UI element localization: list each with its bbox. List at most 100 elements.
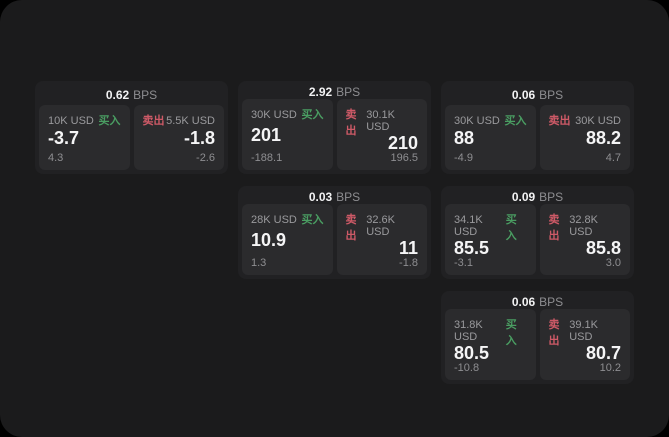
buy-price-value: 88 bbox=[454, 128, 475, 148]
sell-panel-top-row: 卖出 32.6K USD bbox=[346, 211, 419, 243]
sell-quote-panel[interactable]: 卖出 30.1K USD 210 196.5 bbox=[336, 99, 427, 170]
buy-panel-top-row: 34.1K USD 买入 bbox=[454, 211, 527, 243]
sell-amount-label: 32.8K USD bbox=[569, 214, 598, 238]
quote-card: 0.03 BPS 28K USD 买入 10.9 1.3 卖出 32.6K US… bbox=[238, 186, 431, 279]
spread-unit-label: BPS bbox=[539, 295, 564, 309]
quote-card-body: 31.8K USD 买入 80.5 -10.8 卖出 39.1K USD 80.… bbox=[445, 309, 630, 380]
buy-tag: 买入 bbox=[98, 115, 121, 127]
sell-tag: 卖出 bbox=[345, 109, 357, 137]
quote-card: 0.06 BPS 30K USD 买入 88 -4.9 卖出 30K USD 8… bbox=[441, 81, 634, 174]
sell-quote-panel[interactable]: 卖出 32.8K USD 85.8 3.0 bbox=[539, 204, 630, 275]
buy-change-value: -3.1 bbox=[454, 257, 473, 269]
buy-price-value: 201 bbox=[251, 125, 282, 145]
sell-price-value: 210 bbox=[387, 133, 418, 153]
sell-price-value: 80.7 bbox=[585, 343, 621, 363]
spread-unit-label: BPS bbox=[539, 88, 564, 102]
spread-unit-label: BPS bbox=[336, 190, 361, 204]
buy-quote-panel[interactable]: 10K USD 买入 -3.7 4.3 bbox=[39, 105, 130, 170]
buy-tag: 买入 bbox=[505, 319, 517, 347]
sell-amount-label: 39.1K USD bbox=[569, 319, 598, 343]
buy-change-value: -4.9 bbox=[454, 152, 473, 164]
sell-amount-label: 30K USD bbox=[575, 115, 621, 127]
spread-header: 0.62 BPS bbox=[39, 85, 224, 105]
spread-header: 0.03 BPS bbox=[242, 190, 427, 204]
quote-card: 0.09 BPS 34.1K USD 买入 85.5 -3.1 卖出 32.8K… bbox=[441, 186, 634, 279]
sell-panel-top-row: 卖出 30K USD bbox=[549, 112, 622, 128]
buy-price-value: 80.5 bbox=[454, 343, 490, 363]
sell-tag: 卖出 bbox=[548, 319, 560, 347]
sell-tag: 卖出 bbox=[548, 115, 571, 127]
quote-cards-grid: 0.62 BPS 10K USD 买入 -3.7 4.3 卖出 5.5K USD… bbox=[35, 81, 634, 384]
buy-panel-top-row: 31.8K USD 买入 bbox=[454, 316, 527, 348]
sell-amount-label: 5.5K USD bbox=[166, 115, 215, 127]
sell-change-value: -2.6 bbox=[196, 152, 215, 164]
spread-value: 0.62 bbox=[105, 88, 130, 102]
sell-panel-top-row: 卖出 39.1K USD bbox=[549, 316, 622, 348]
buy-change-value: -188.1 bbox=[251, 152, 283, 164]
spread-header: 0.06 BPS bbox=[445, 295, 630, 309]
spread-header: 2.92 BPS bbox=[242, 85, 427, 99]
sell-panel-top-row: 卖出 32.8K USD bbox=[549, 211, 622, 243]
quote-card: 0.62 BPS 10K USD 买入 -3.7 4.3 卖出 5.5K USD… bbox=[35, 81, 228, 174]
sell-price-value: -1.8 bbox=[183, 128, 215, 148]
spread-unit-label: BPS bbox=[133, 88, 158, 102]
quote-card-body: 28K USD 买入 10.9 1.3 卖出 32.6K USD 11 -1.8 bbox=[242, 204, 427, 275]
spread-value: 2.92 bbox=[308, 85, 333, 99]
buy-amount-label: 10K USD bbox=[48, 115, 94, 127]
buy-panel-top-row: 30K USD 买入 bbox=[454, 112, 527, 128]
sell-amount-label: 32.6K USD bbox=[366, 214, 395, 238]
buy-panel-top-row: 10K USD 买入 bbox=[48, 112, 121, 128]
sell-quote-panel[interactable]: 卖出 32.6K USD 11 -1.8 bbox=[336, 204, 427, 275]
sell-tag: 卖出 bbox=[142, 115, 165, 127]
sell-change-value: 3.0 bbox=[605, 257, 621, 269]
sell-amount-label: 30.1K USD bbox=[366, 109, 395, 133]
sell-quote-panel[interactable]: 卖出 39.1K USD 80.7 10.2 bbox=[539, 309, 630, 380]
buy-change-value: -10.8 bbox=[454, 362, 480, 374]
buy-price-value: 85.5 bbox=[454, 238, 490, 258]
quote-card: 0.06 BPS 31.8K USD 买入 80.5 -10.8 卖出 39.1… bbox=[441, 291, 634, 384]
sell-quote-panel[interactable]: 卖出 5.5K USD -1.8 -2.6 bbox=[133, 105, 224, 170]
sell-change-value: -1.8 bbox=[399, 257, 418, 269]
buy-change-value: 1.3 bbox=[251, 257, 267, 269]
quote-card-body: 30K USD 买入 201 -188.1 卖出 30.1K USD 210 1… bbox=[242, 99, 427, 170]
buy-amount-label: 30K USD bbox=[454, 115, 500, 127]
spread-unit-label: BPS bbox=[336, 85, 361, 99]
spread-value: 0.09 bbox=[511, 190, 536, 204]
buy-quote-panel[interactable]: 31.8K USD 买入 80.5 -10.8 bbox=[445, 309, 536, 380]
spread-unit-label: BPS bbox=[539, 190, 564, 204]
buy-tag: 买入 bbox=[504, 115, 527, 127]
buy-price-value: -3.7 bbox=[48, 128, 80, 148]
spread-value: 0.06 bbox=[511, 295, 536, 309]
buy-amount-label: 34.1K USD bbox=[454, 214, 483, 238]
buy-amount-label: 31.8K USD bbox=[454, 319, 483, 343]
buy-panel-top-row: 28K USD 买入 bbox=[251, 211, 324, 227]
sell-price-value: 85.8 bbox=[585, 238, 621, 258]
buy-quote-panel[interactable]: 30K USD 买入 201 -188.1 bbox=[242, 99, 333, 170]
spread-value: 0.03 bbox=[308, 190, 333, 204]
sell-tag: 卖出 bbox=[548, 214, 560, 242]
sell-quote-panel[interactable]: 卖出 30K USD 88.2 4.7 bbox=[539, 105, 630, 170]
sell-tag: 卖出 bbox=[345, 214, 357, 242]
buy-quote-panel[interactable]: 34.1K USD 买入 85.5 -3.1 bbox=[445, 204, 536, 275]
quote-card: 2.92 BPS 30K USD 买入 201 -188.1 卖出 30.1K … bbox=[238, 81, 431, 174]
sell-change-value: 4.7 bbox=[605, 152, 621, 164]
sell-price-value: 11 bbox=[398, 238, 418, 258]
spread-header: 0.09 BPS bbox=[445, 190, 630, 204]
buy-amount-label: 30K USD bbox=[251, 109, 297, 121]
buy-price-value: 10.9 bbox=[251, 230, 287, 250]
spread-header: 0.06 BPS bbox=[445, 85, 630, 105]
sell-price-value: 88.2 bbox=[585, 128, 621, 148]
buy-panel-top-row: 30K USD 买入 bbox=[251, 106, 324, 122]
buy-amount-label: 28K USD bbox=[251, 214, 297, 226]
buy-tag: 买入 bbox=[301, 214, 324, 226]
buy-tag: 买入 bbox=[301, 109, 324, 121]
quote-card-body: 30K USD 买入 88 -4.9 卖出 30K USD 88.2 4.7 bbox=[445, 105, 630, 170]
buy-change-value: 4.3 bbox=[48, 152, 64, 164]
buy-tag: 买入 bbox=[505, 214, 517, 242]
sell-panel-top-row: 卖出 5.5K USD bbox=[143, 112, 216, 128]
quote-card-body: 10K USD 买入 -3.7 4.3 卖出 5.5K USD -1.8 -2.… bbox=[39, 105, 224, 170]
buy-quote-panel[interactable]: 28K USD 买入 10.9 1.3 bbox=[242, 204, 333, 275]
buy-quote-panel[interactable]: 30K USD 买入 88 -4.9 bbox=[445, 105, 536, 170]
spread-value: 0.06 bbox=[511, 88, 536, 102]
